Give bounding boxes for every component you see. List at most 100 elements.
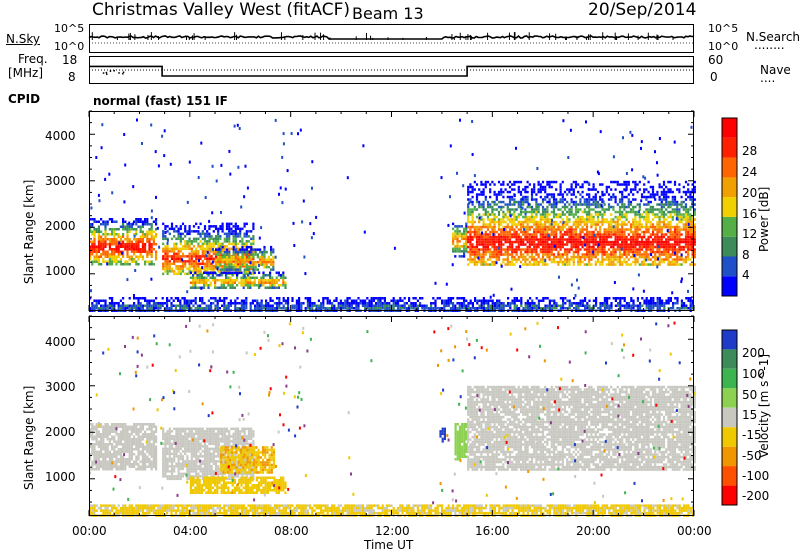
power-cell: [482, 203, 485, 206]
power-cell: [456, 237, 459, 241]
power-cell: [144, 218, 147, 221]
power-cell: [282, 279, 285, 282]
power-cell: [471, 210, 474, 214]
power-cell: [506, 233, 509, 236]
power-cell: [486, 263, 490, 266]
power-cell: [115, 260, 118, 263]
power-cell: [475, 230, 479, 234]
power-cell: [502, 220, 505, 224]
power-cell: [195, 240, 198, 243]
power-cell: [482, 253, 485, 256]
power-cell: [693, 235, 696, 239]
power-cell: [144, 223, 147, 226]
power-cell: [135, 220, 138, 223]
power-cell: [148, 263, 151, 266]
power-cell: [197, 272, 200, 276]
power-cell: [135, 243, 138, 246]
power-cell: [234, 260, 237, 264]
power-cell: [219, 268, 222, 271]
power-cell: [471, 218, 474, 221]
power-cell: [475, 260, 479, 264]
power-cell: [469, 220, 472, 224]
power-cell: [249, 284, 252, 287]
power-cell: [469, 198, 472, 201]
power-cell: [484, 180, 487, 184]
power-cell: [460, 250, 463, 253]
power-cell: [155, 253, 158, 256]
power-cell: [241, 250, 244, 254]
power-cell: [475, 253, 479, 256]
power-cell: [141, 230, 144, 233]
power-cell: [256, 255, 259, 259]
power-cell: [93, 260, 96, 263]
power-cell: [106, 233, 109, 236]
power-cell: [214, 235, 218, 238]
power-cell: [493, 235, 496, 239]
power-cell: [225, 225, 229, 228]
power-cell: [168, 255, 171, 258]
power-cell: [236, 274, 239, 277]
power-cell: [271, 279, 274, 282]
power-cell: [456, 227, 459, 231]
power-cell: [113, 238, 116, 241]
power-cell: [175, 247, 178, 251]
power-cell: [693, 225, 696, 229]
power-cell: [493, 213, 496, 216]
power-cell: [208, 250, 211, 253]
power-cell: [166, 247, 169, 251]
power-cell: [97, 263, 100, 266]
power-cell: [471, 188, 474, 191]
power-cell: [473, 230, 476, 234]
power-cell: [282, 284, 285, 287]
power-cell: [454, 250, 457, 253]
power-cell: [252, 237, 255, 241]
power-cell: [502, 190, 505, 194]
power-cell: [508, 208, 512, 211]
power-cell: [199, 270, 202, 273]
power-cell: [475, 233, 479, 236]
power-cell: [89, 250, 92, 253]
power-cell: [693, 243, 696, 246]
power-cell: [212, 270, 215, 273]
power-cell: [693, 188, 696, 191]
power-cell: [467, 245, 470, 249]
power-cell: [229, 284, 232, 287]
power-cell: [135, 238, 138, 241]
power-cell: [506, 245, 509, 249]
power-cell: [146, 255, 149, 258]
power-cell: [465, 237, 468, 241]
power-cell: [484, 238, 487, 241]
power-cell: [188, 270, 191, 273]
power-cell: [164, 237, 167, 241]
power-cell: [139, 248, 142, 251]
power-cell: [473, 188, 476, 191]
power-cell: [150, 245, 153, 248]
power-cell: [473, 225, 476, 229]
power-cell: [137, 238, 140, 241]
power-cell: [117, 260, 120, 263]
power-cell: [119, 245, 122, 248]
power-cell: [150, 223, 153, 226]
power-cell: [693, 263, 696, 266]
power-cell: [91, 243, 94, 246]
power-cell: [232, 242, 235, 246]
power-cell: [497, 258, 501, 261]
power-cell: [467, 185, 470, 189]
power-cell: [181, 222, 185, 226]
power-cell: [495, 240, 498, 244]
power-cell: [115, 238, 118, 241]
power-cell: [506, 230, 509, 234]
power-cell: [508, 238, 512, 241]
power-cell: [199, 232, 202, 236]
power-cell: [243, 250, 246, 254]
power-cell: [493, 243, 496, 246]
power-cell: [192, 240, 196, 243]
power-cell: [164, 270, 167, 273]
power-cell: [126, 225, 129, 228]
power-cell: [177, 265, 180, 268]
power-cell: [95, 253, 98, 256]
power-cell: [137, 250, 140, 253]
power-cell: [250, 255, 253, 259]
power-cell: [469, 258, 472, 261]
power-cell: [119, 250, 122, 253]
